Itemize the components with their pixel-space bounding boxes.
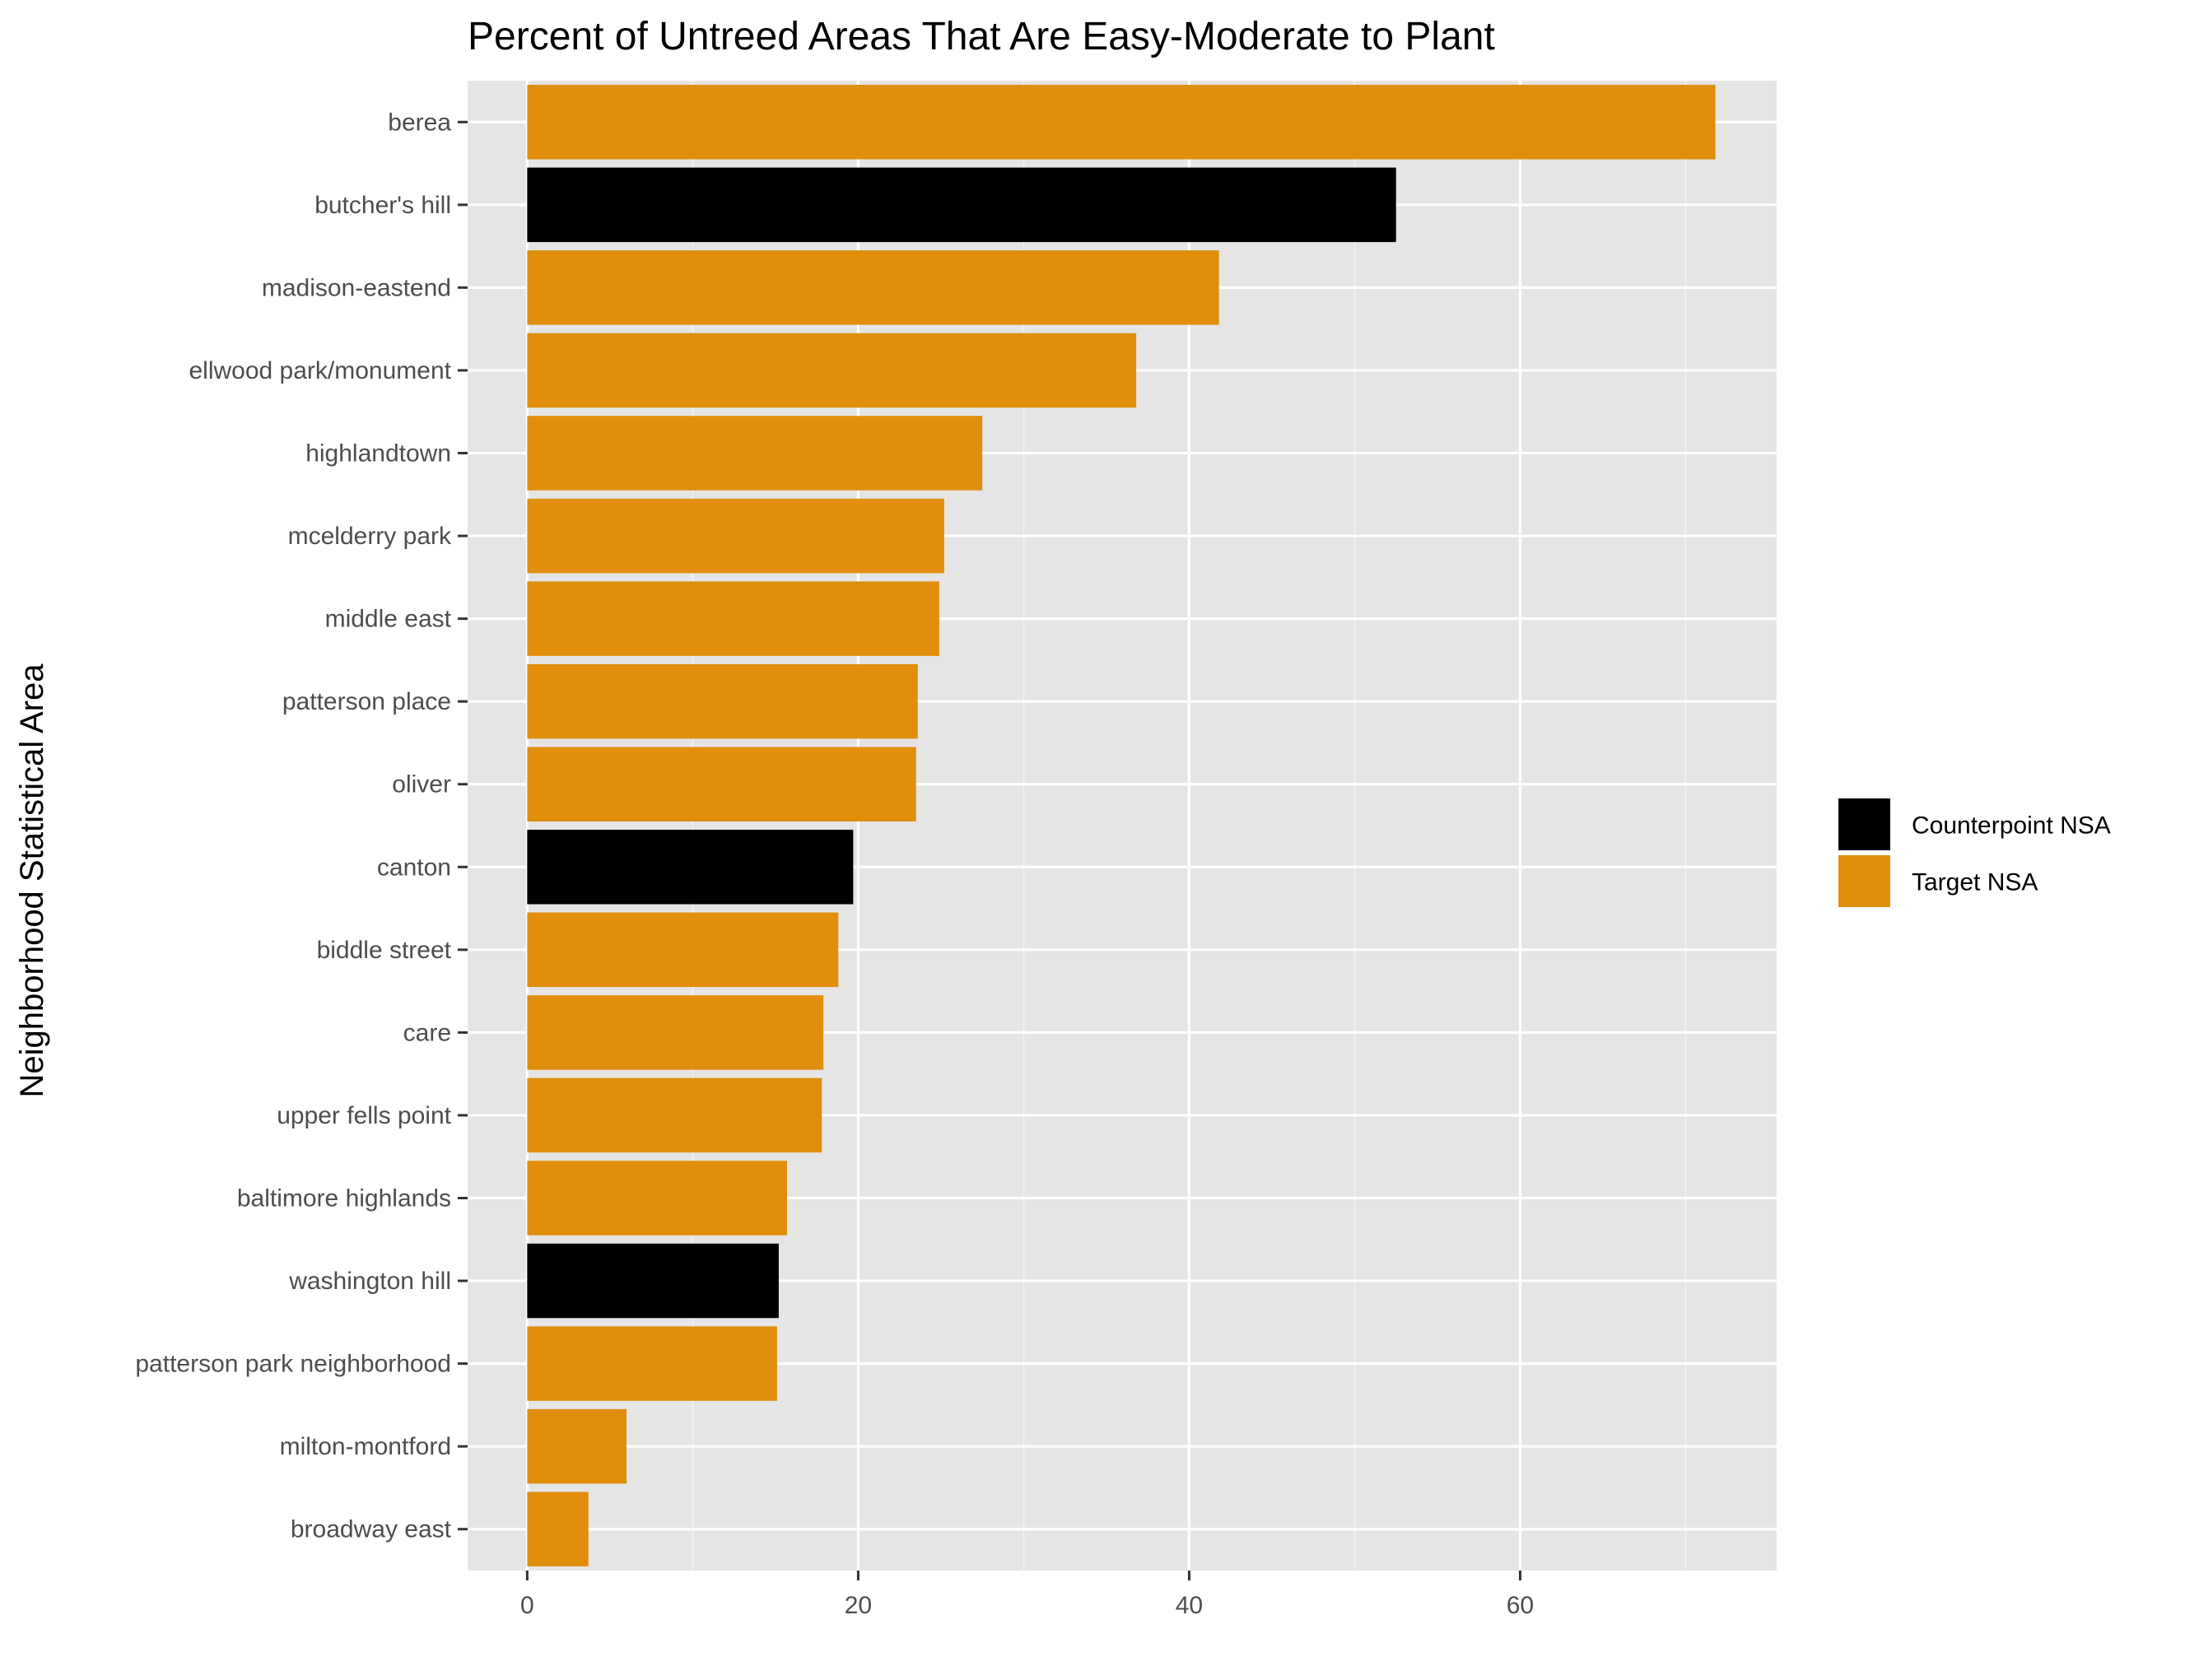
y-axis-title: Neighborhood Statistical Area — [14, 663, 50, 1098]
y-tick-label: mcelderry park — [288, 523, 452, 550]
y-tick-label: middle east — [325, 606, 452, 633]
y-tick-label: washington hill — [288, 1268, 451, 1295]
bar-washington-hill — [527, 1243, 779, 1319]
y-tick-label: care — [403, 1019, 451, 1046]
x-tick-label: 40 — [1176, 1592, 1203, 1619]
y-tick-label: broadway east — [291, 1516, 452, 1543]
y-tick-label: milton-montford — [280, 1433, 451, 1460]
y-tick-label: upper fells point — [277, 1102, 451, 1129]
legend-key — [1838, 855, 1890, 907]
bar-milton-montford — [527, 1408, 627, 1484]
y-tick-label: canton — [377, 854, 451, 881]
chart-title: Percent of Untreed Areas That Are Easy-M… — [468, 15, 1495, 58]
y-axis-ticks: berea butcher's hill madison-eastend ellwoo… — [135, 109, 468, 1543]
y-tick-label: baltimore highlands — [237, 1185, 451, 1212]
bars — [527, 85, 1716, 1566]
bar-mcelderry-park — [527, 498, 944, 574]
legend-label: Counterpoint NSA — [1912, 812, 2111, 840]
y-tick-label: oliver — [392, 771, 451, 798]
legend-label: Target NSA — [1912, 869, 2038, 896]
x-tick-label: 60 — [1507, 1592, 1534, 1619]
plot-panel — [468, 81, 1777, 1571]
y-tick-label: patterson place — [282, 688, 451, 715]
bar-madison-eastend — [527, 250, 1219, 325]
bar-highlandtown — [527, 416, 983, 491]
bar-butcher-s-hill — [527, 167, 1396, 243]
y-tick-label: biddle street — [317, 937, 452, 964]
y-tick-label: butcher's hill — [314, 192, 451, 219]
bar-patterson-park-neighborhood — [527, 1326, 777, 1401]
bar-canton — [527, 830, 854, 905]
y-tick-label: madison-eastend — [262, 274, 451, 301]
bar-baltimore-highlands — [527, 1161, 787, 1236]
y-tick-label: patterson park neighborhood — [135, 1351, 451, 1378]
bar-berea — [527, 85, 1716, 160]
y-tick-label: highlandtown — [305, 440, 451, 468]
x-tick-label: 20 — [845, 1592, 872, 1619]
legend: Counterpoint NSA Target NSA — [1838, 798, 2111, 907]
bar-broadway-east — [527, 1492, 589, 1566]
bar-biddle-street — [527, 912, 839, 988]
bar-care — [527, 995, 824, 1070]
x-axis-ticks: 0 20 40 60 — [520, 1571, 1534, 1619]
bar-patterson-place — [527, 663, 918, 739]
y-tick-label: berea — [388, 109, 451, 136]
bar-oliver — [527, 747, 916, 821]
bar-upper-fells-point — [527, 1077, 822, 1153]
bar-ellwood-park-monument — [527, 333, 1137, 408]
y-tick-label: ellwood park/monument — [189, 357, 451, 384]
x-tick-label: 0 — [520, 1592, 534, 1619]
bar-middle-east — [527, 581, 939, 656]
legend-key — [1838, 798, 1890, 850]
